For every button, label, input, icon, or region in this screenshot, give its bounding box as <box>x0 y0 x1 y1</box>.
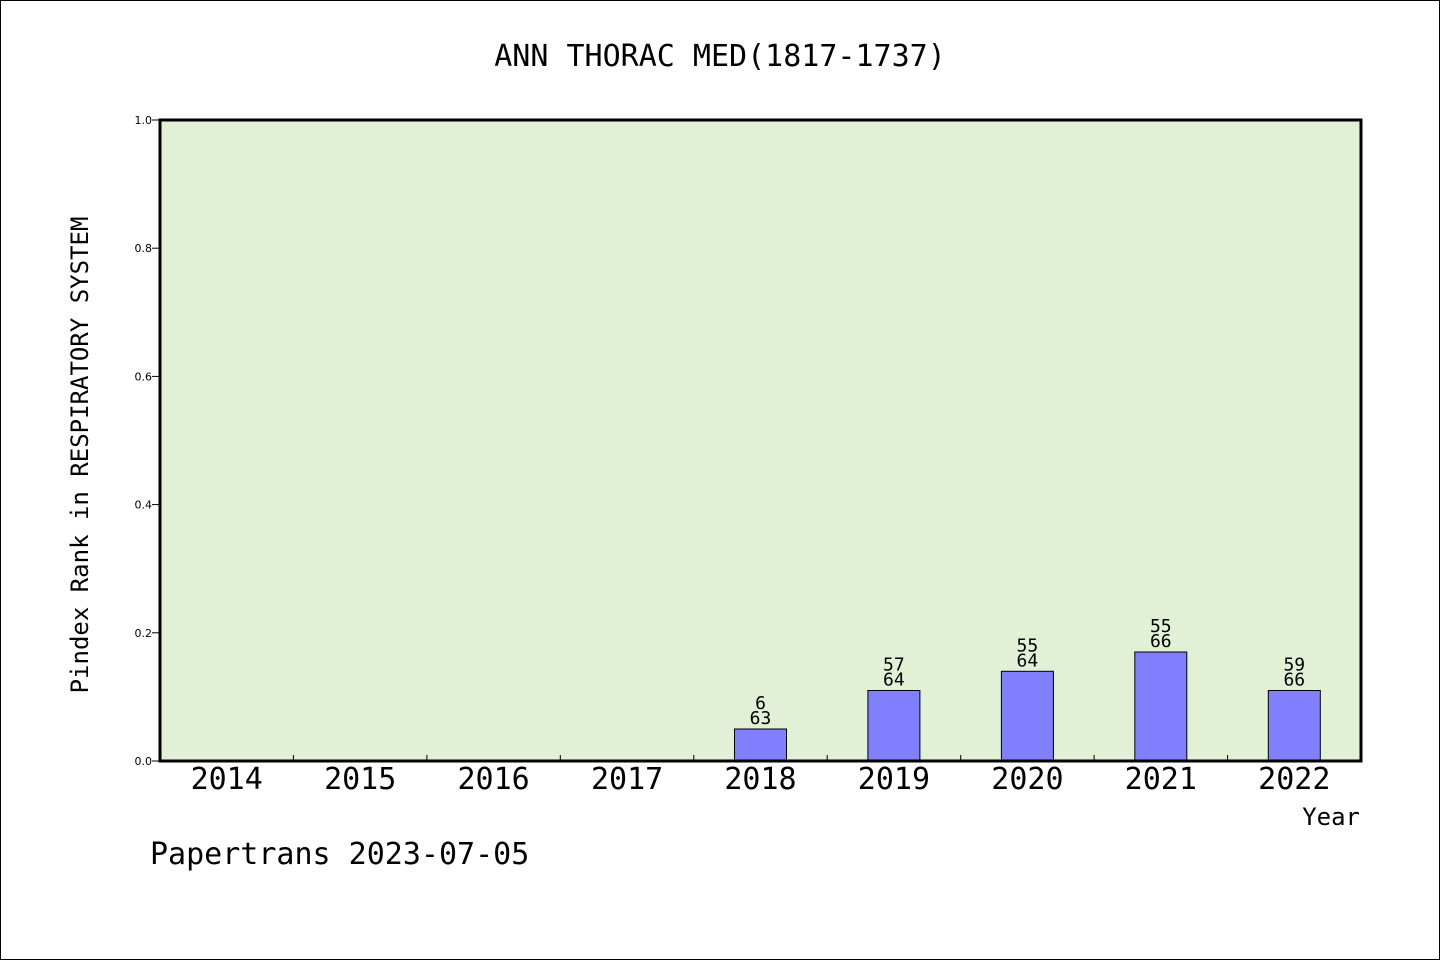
bar-label-top-2019: 57 <box>883 655 905 676</box>
chart-title: ANN THORAC MED(1817-1737) <box>494 39 946 74</box>
x-tick-label-2021: 2021 <box>1125 762 1197 797</box>
y-tick-label: 0.8 <box>135 242 153 255</box>
x-tick-label-2020: 2020 <box>991 762 1063 797</box>
x-tick-label-2016: 2016 <box>457 762 529 797</box>
x-tick-label-2022: 2022 <box>1258 762 1330 797</box>
footer-text: Papertrans 2023-07-05 <box>150 837 529 872</box>
bars-group <box>734 651 1321 762</box>
x-tick-label-2018: 2018 <box>724 762 796 797</box>
bar-label-bottom-2022: 66 <box>1283 670 1305 691</box>
bar-2019 <box>867 690 921 762</box>
x-axis: 2014 2015 2016 2017 2018 2019 2020 2021 2022 <box>191 755 1330 797</box>
y-axis: 0.0 0.2 0.4 0.6 0.8 1.0 <box>135 114 160 768</box>
y-tick-label: 1.0 <box>135 114 153 127</box>
bar-label-top-2020: 55 <box>1017 635 1039 656</box>
y-tick-label: 0.6 <box>135 370 153 383</box>
x-tick-label-2019: 2019 <box>858 762 930 797</box>
bar-label-top-2021: 55 <box>1150 616 1172 637</box>
bar-2020 <box>1000 670 1054 762</box>
y-tick-label: 0.4 <box>135 499 153 512</box>
y-tick-label: 0.0 <box>135 755 153 768</box>
x-tick-label-2015: 2015 <box>324 762 396 797</box>
bar-label-bottom-2021: 66 <box>1150 631 1172 652</box>
bar-2021 <box>1134 651 1188 762</box>
plot-border <box>158 118 1363 763</box>
bar-label-bottom-2020: 64 <box>1017 650 1039 671</box>
bar-label-top-2022: 59 <box>1283 655 1305 676</box>
bar-label-bottom-2019: 64 <box>883 670 905 691</box>
y-axis-label: Pindex Rank in RESPIRATORY SYSTEM <box>66 217 94 694</box>
x-tick-label-2017: 2017 <box>591 762 663 797</box>
bar-2018 <box>734 728 787 762</box>
x-tick-label-2014: 2014 <box>191 762 263 797</box>
bar-2022 <box>1267 690 1321 762</box>
x-axis-label: Year <box>1302 803 1360 831</box>
y-tick-label: 0.2 <box>135 627 153 640</box>
bar-label-top-2018: 6 <box>755 693 766 714</box>
bar-label-bottom-2018: 63 <box>750 708 772 729</box>
